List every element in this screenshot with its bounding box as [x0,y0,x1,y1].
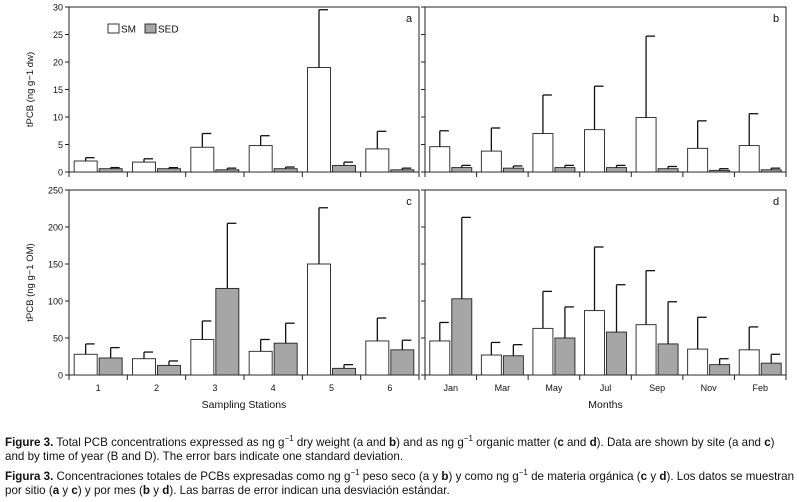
x-tick-label-c-2: 2 [154,383,159,393]
bar-a-sm-1 [73,160,98,173]
x-tick-label-d-Jul: Jul [600,383,612,393]
bar-b-sm-Sep [635,117,657,173]
panel-b: b [421,6,787,177]
bar-c-sm-1 [73,353,98,376]
bar-c-sm-3 [190,339,215,376]
bar-b-sm-Jan [429,146,451,173]
bar-a-sed-5 [332,164,356,173]
bar-d-sm-Nov [687,348,709,376]
y-tick-label-a-2: 10 [53,113,63,123]
panel-label-c: c [406,196,412,208]
bar-c-sed-2 [157,364,181,376]
bar-d-sed-Jul [606,331,627,376]
plot-frame-b [424,6,787,173]
y-tick-label-c-0: 0 [58,371,63,381]
y-tick-label-a-6: 30 [53,3,63,13]
bar-b-sed-Nov [709,169,731,173]
bar-a-sed-2 [157,168,181,173]
bar-a-sm-2 [132,161,156,173]
x-tick-label-d-May: May [545,383,563,393]
x-tick-label-d-Mar: Mar [495,383,511,393]
bar-d-sed-Jan [451,298,473,376]
x-tick-label-c-1: 1 [96,383,101,393]
panel-label-d: d [773,196,779,208]
bar-d-sed-May [554,337,576,376]
bar-a-sed-6 [390,169,415,173]
bar-c-sed-5 [332,367,356,376]
bar-a-sed-1 [98,168,123,173]
bar-c-sed-4 [273,342,298,376]
bar-c-sed-1 [98,357,123,376]
legend-swatch-sed [144,23,157,34]
bar-c-sm-6 [365,340,390,376]
bar-b-sed-May [554,167,576,173]
x-tick-label-c-5: 5 [329,383,334,393]
caption-english: Figure 3. Total PCB concentrations expre… [5,434,775,463]
x-tick-label-d-Jan: Jan [444,383,459,393]
y-tick-label-c-1: 50 [53,334,63,344]
x-tick-label-d-Nov: Nov [701,383,718,393]
bar-a-sm-3 [190,146,215,173]
bar-b-sed-Jan [451,167,473,173]
y-tick-label-a-4: 20 [53,58,63,68]
bar-d-sed-Sep [657,343,679,376]
bar-c-sm-2 [132,358,156,376]
bar-d-sm-Jan [429,340,451,376]
bar-d-sm-Feb [738,349,760,376]
bar-d-sm-Mar [480,354,502,376]
x-tick-label-d-Sep: Sep [649,383,665,393]
bar-a-sm-4 [248,145,273,173]
y-tick-label-a-5: 25 [53,30,63,40]
y-axis-title-a: tPCB (ng g−1 dw) [25,52,36,127]
y-axis-title-c: tPCB (ng g−1 OM) [25,243,36,321]
bar-d-sm-Sep [635,324,657,376]
bar-b-sm-May [532,133,554,173]
bar-b-sm-Mar [480,150,502,173]
panel-d: Jan Mar May Jul Sep Nov Feb Months d [421,189,787,411]
y-tick-label-a-3: 15 [53,85,63,95]
bar-b-sed-Feb [760,169,782,173]
x-axis-title-d: Months [588,399,622,411]
bar-b-sm-Jul [584,129,605,173]
x-tick-label-c-6: 6 [387,383,392,393]
x-tick-label-c-4: 4 [271,383,276,393]
x-axis-title-c: Sampling Stations [202,399,287,411]
bar-b-sed-Mar [502,167,524,173]
legend-swatch-sm [107,23,120,34]
y-tick-label-a-0: 0 [58,168,63,178]
caption-spanish: Figura 3. Concentraciones totales de PCB… [5,468,795,497]
bar-a-sed-4 [273,168,298,173]
bar-b-sed-Sep [657,168,679,173]
bar-d-sm-Jul [584,310,605,376]
bar-c-sm-5 [307,263,331,376]
plot-frame-d [424,189,787,376]
panel-label-a: a [406,13,413,25]
bar-d-sed-Feb [760,362,782,376]
legend-label-sed: SED [158,25,179,36]
bar-a-sed-3 [215,169,240,173]
y-tick-label-c-5: 250 [48,186,63,196]
bar-b-sed-Jul [606,167,627,173]
panel-c: 0 50 100 150 200 250 1 2 3 4 5 6 Sampling Stations tP… [25,186,420,411]
legend-label-sm: SM [121,25,136,36]
bar-d-sm-May [532,327,554,376]
y-tick-label-c-4: 200 [48,223,63,233]
y-tick-label-a-1: 5 [58,140,63,150]
bar-d-sed-Mar [502,355,524,376]
bar-c-sm-4 [248,350,273,376]
y-tick-label-c-3: 150 [48,260,63,270]
panel-label-b: b [773,13,779,25]
bar-b-sm-Feb [738,145,760,173]
bar-c-sed-6 [390,349,415,376]
bar-a-sm-5 [307,67,331,173]
bar-a-sm-6 [365,148,390,173]
x-tick-label-c-3: 3 [212,383,217,393]
x-tick-label-d-Feb: Feb [752,383,768,393]
bar-c-sed-3 [215,287,240,376]
bar-b-sm-Nov [687,147,709,173]
panel-a: 0 5 10 15 20 25 30 tPCB (ng g−1 dw) a SM SED [25,3,420,178]
y-tick-label-c-2: 100 [48,297,63,307]
bar-d-sed-Nov [709,364,731,376]
